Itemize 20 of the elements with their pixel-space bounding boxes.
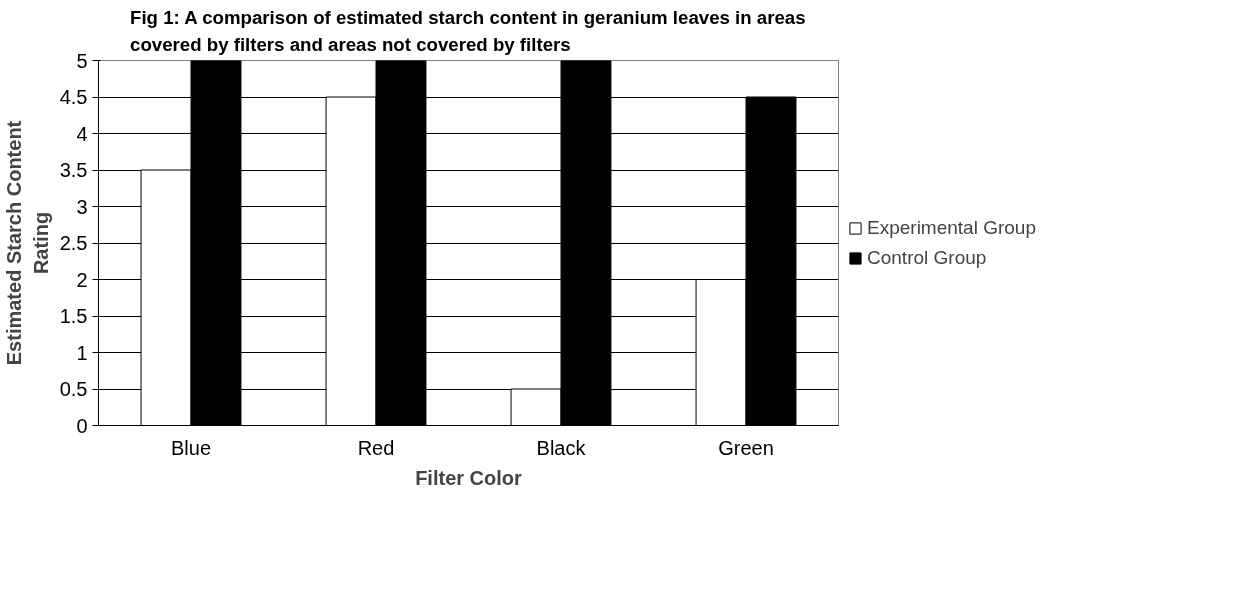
y-tick-label: 3.5 — [59, 159, 88, 181]
x-tick-label: Red — [357, 436, 395, 459]
legend-label: Control Group — [867, 246, 987, 269]
legend-label: Experimental Group — [867, 216, 1036, 239]
y-tick-label: 2 — [76, 268, 88, 291]
y-tick-label: 1.5 — [59, 305, 88, 327]
chart-title: Fig 1: A comparison of estimated starch content in geranium leaves in areas covered by filters and areas not covered by filters — [130, 7, 806, 56]
y-axis-title: Estimated Starch Content Rating — [3, 120, 52, 366]
x-tick-label: Black — [536, 436, 587, 459]
y-tick-label: 3 — [76, 195, 88, 218]
y-tick-label: 4 — [76, 122, 88, 145]
y-tick-label: 0.5 — [59, 378, 88, 400]
y-tick-label: 5 — [76, 49, 88, 72]
x-tick-label: Blue — [170, 436, 212, 459]
y-tick-label: 4.5 — [59, 86, 88, 108]
x-axis-title: Filter Color — [415, 466, 523, 489]
y-tick-label: 2.5 — [59, 232, 88, 254]
y-tick-label: 0 — [76, 414, 88, 437]
x-tick-label: Green — [718, 436, 774, 459]
y-tick-label: 1 — [76, 341, 88, 364]
